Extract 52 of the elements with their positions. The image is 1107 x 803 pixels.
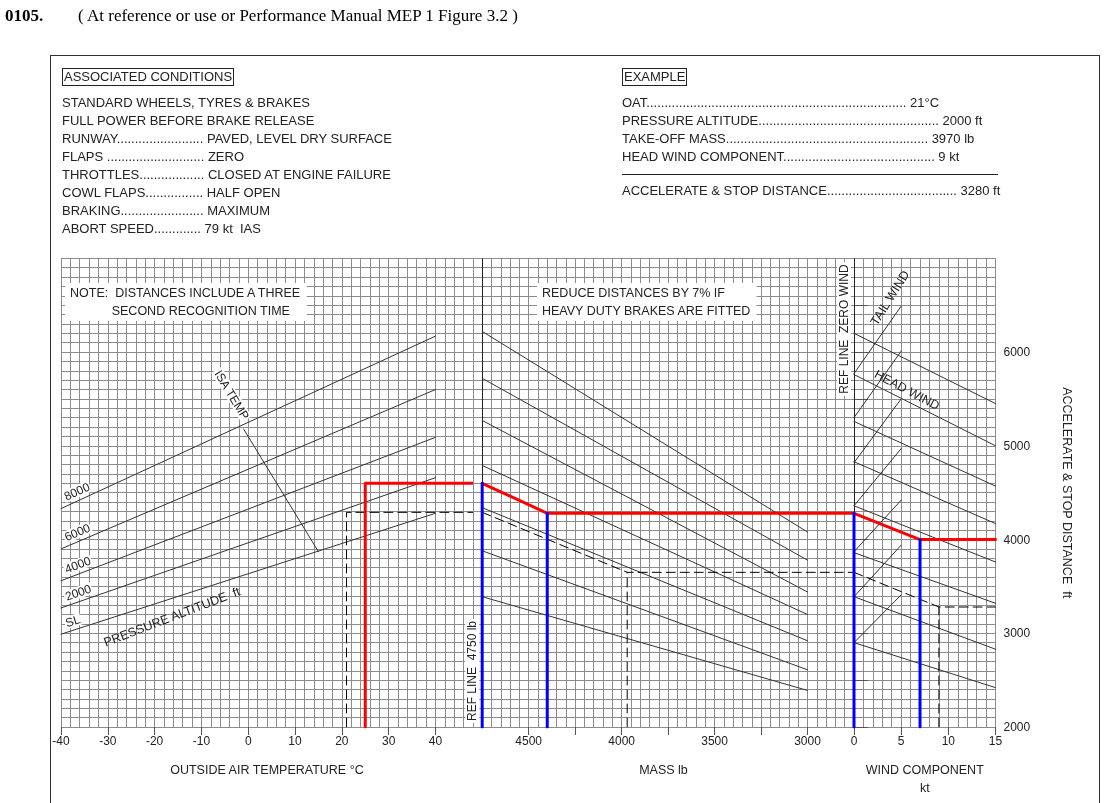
ref-line-label: REF LINE ZERO WIND: [837, 263, 851, 394]
x-tick-label: -40: [52, 734, 70, 748]
x-tick-label: 40: [428, 734, 443, 748]
x-axis-title: OUTSIDE AIR TEMPERATURE °C: [170, 763, 364, 777]
x-tick-label: -30: [99, 734, 117, 748]
text: 4000: [62, 553, 94, 577]
text: RUNWAY........................ PAVED, LEVEL DRY SURFACE: [62, 130, 392, 148]
text: PRESSURE ALTITUDE.................................................. 2000 ft: [622, 112, 983, 130]
text: 6000: [62, 520, 93, 545]
text: OAT........................................................................ 21°C: [622, 94, 940, 112]
x-tick-label: 3500: [701, 734, 729, 748]
x-tick-label: 30: [381, 734, 396, 748]
text: ( At reference or use or Performance Manual MEP 1 Figure 3.2 ): [78, 6, 518, 26]
text: FLAPS ........................... ZERO: [62, 148, 245, 166]
x-tick-label: -20: [145, 734, 164, 748]
y-tick-label: 2000: [1003, 720, 1031, 734]
y-tick-label: 3000: [1003, 626, 1031, 641]
x-tick-label: 3000: [794, 734, 822, 748]
text: ABORT SPEED............. 79 kt IAS: [62, 220, 261, 238]
text: EXAMPLE: [622, 68, 688, 86]
y-tick-label: 4000: [1003, 532, 1031, 547]
x-tick-label: 15: [988, 734, 1003, 748]
x-axis-title: WIND COMPONENT kt: [865, 763, 985, 795]
y-tick-label: 5000: [1003, 438, 1031, 453]
x-tick-label: 0: [244, 734, 252, 748]
x-axis-title: MASS lb: [639, 763, 688, 777]
x-tick-label: 10: [941, 734, 956, 748]
text: 2000: [63, 581, 94, 604]
y-axis-title: ACCELERATE & STOP DISTANCE ft: [1059, 387, 1074, 599]
text: 8000: [61, 479, 93, 504]
x-tick-label: 20: [335, 734, 349, 748]
text: ACCELERATE & STOP DISTANCE.................................... 3280 ft: [622, 182, 1001, 200]
text: BRAKING....................... MAXIMUM: [62, 202, 271, 220]
text: 0105.: [5, 6, 44, 26]
text: STANDARD WHEELS, TYRES & BRAKES: [62, 94, 311, 112]
annotation: REDUCE DISTANCES BY 7% IF HEAVY DUTY BRAKES ARE FITTED: [542, 286, 751, 318]
text: TAKE-OFF MASS........................................................ 3970 lb: [622, 130, 975, 148]
x-tick-label: -10: [192, 734, 211, 748]
y-tick-label: 6000: [1003, 345, 1031, 360]
x-tick-label: 4000: [608, 734, 636, 748]
ref-line-label: REF LINE 4750 lb: [465, 620, 480, 721]
x-tick-label: 5: [897, 734, 905, 748]
text: HEAD WIND COMPONENT.......................................... 9 kt: [622, 148, 960, 166]
text: FULL POWER BEFORE BRAKE RELEASE: [62, 112, 315, 130]
text: SL: [63, 612, 83, 630]
annotation: NOTE: DISTANCES INCLUDE A THREE SECOND RECOGNITION TIME: [70, 286, 301, 318]
x-tick-label: 0: [850, 734, 858, 748]
text: THROTTLES.................. CLOSED AT ENGINE FAILURE: [62, 166, 391, 184]
text: ASSOCIATED CONDITIONS: [62, 68, 235, 86]
x-tick-label: 10: [288, 734, 303, 748]
text: COWL FLAPS................ HALF OPEN: [62, 184, 281, 202]
x-tick-label: 4500: [515, 734, 543, 748]
